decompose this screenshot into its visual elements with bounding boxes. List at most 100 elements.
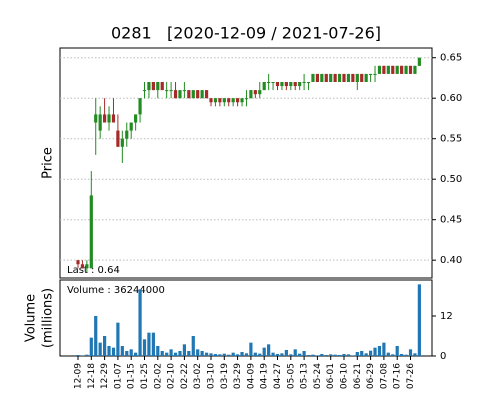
- candle-body: [120, 138, 124, 147]
- candle-body: [213, 98, 218, 103]
- volume-bar: [125, 351, 129, 356]
- x-tick-label: 12-09: [74, 363, 84, 389]
- volume-bar: [404, 354, 408, 356]
- volume-bar: [400, 354, 404, 356]
- volume-bar: [333, 354, 337, 356]
- volume-bar: [413, 353, 417, 356]
- volume-bar: [200, 351, 204, 356]
- volume-bar: [315, 355, 319, 356]
- candle-body: [151, 82, 155, 91]
- volume-bar: [337, 355, 342, 356]
- volume-bar: [191, 336, 195, 356]
- volume-bar: [249, 342, 253, 356]
- candle-body: [320, 73, 324, 83]
- x-tick-label: 01-15: [127, 363, 137, 389]
- candle-body: [351, 73, 355, 83]
- candle-body: [111, 114, 116, 123]
- volume-bar: [236, 354, 240, 356]
- volume-bar: [165, 352, 169, 356]
- candle-body: [369, 73, 373, 75]
- candle-body: [187, 90, 191, 99]
- candle-body: [284, 82, 288, 87]
- volume-axis-label: (millions): [41, 288, 56, 348]
- candle-body: [267, 82, 271, 84]
- volume-bar: [222, 353, 226, 356]
- volume-bar: [151, 332, 155, 356]
- x-tick-label: 12-29: [100, 363, 110, 389]
- candle-body: [89, 195, 93, 269]
- x-tick-label: 03-19: [220, 363, 230, 389]
- volume-annotation: Volume : 36244000: [67, 285, 165, 296]
- volume-bar: [271, 352, 275, 356]
- x-tick-label: 02-02: [153, 363, 163, 389]
- candle-body: [98, 114, 102, 131]
- volume-bar: [320, 354, 324, 356]
- x-tick-label: 04-09: [246, 363, 256, 389]
- y-tick-label: 0.45: [440, 215, 462, 226]
- x-tick-label: 12-18: [87, 363, 97, 389]
- candle-body: [360, 73, 364, 83]
- volume-bar: [364, 353, 368, 356]
- candle-body: [147, 82, 151, 91]
- volume-bar: [129, 349, 133, 356]
- volume-bar: [182, 344, 186, 356]
- x-tick-label: 03-10: [207, 363, 217, 389]
- volume-bar: [395, 346, 399, 356]
- x-tick-label: 03-02: [193, 363, 203, 389]
- volume-bar: [382, 342, 386, 356]
- candle-body: [258, 90, 262, 95]
- candle-body: [222, 98, 226, 103]
- volume-bar: [204, 352, 209, 356]
- volume-bar: [134, 352, 138, 356]
- volume-bar: [302, 351, 306, 356]
- volume-bar: [360, 351, 364, 356]
- candle-body: [138, 98, 142, 115]
- volume-bar: [262, 347, 266, 356]
- x-tick-label: 07-08: [379, 363, 389, 389]
- x-tick-label: 07-16: [393, 363, 403, 389]
- y-tick-label: 12: [440, 311, 453, 322]
- candle-body: [165, 90, 169, 92]
- candle-body: [85, 264, 89, 269]
- candle-body: [306, 82, 311, 84]
- candle-body: [156, 82, 160, 91]
- x-tick-label: 02-22: [180, 363, 190, 389]
- candle-body: [240, 98, 244, 103]
- candle-body: [142, 90, 147, 92]
- volume-bar: [284, 350, 288, 356]
- volume-bar: [329, 354, 333, 356]
- volume-bar: [351, 355, 355, 356]
- volume-bar: [311, 354, 315, 356]
- y-tick-label: 0.65: [440, 53, 462, 64]
- volume-bar: [369, 350, 373, 356]
- candle-body: [404, 65, 408, 74]
- x-tick-label: 03-29: [233, 363, 243, 389]
- y-tick-label: 0.40: [440, 255, 462, 266]
- volume-bar: [293, 349, 297, 356]
- volume-bar: [85, 354, 89, 356]
- candle-body: [271, 82, 275, 84]
- volume-bar: [173, 352, 178, 356]
- y-tick-label: 0.60: [440, 93, 462, 104]
- volume-bar: [298, 353, 302, 356]
- candle-body: [329, 73, 333, 83]
- candle-body: [231, 98, 235, 103]
- candle-body: [382, 65, 386, 74]
- volume-bar: [89, 337, 93, 356]
- volume-bar: [253, 352, 257, 356]
- candle-body: [298, 82, 302, 87]
- volume-bar: [377, 346, 382, 356]
- candle-body: [103, 114, 107, 123]
- candle-body: [196, 90, 200, 99]
- candle-body: [315, 73, 319, 83]
- candle-body: [249, 90, 253, 99]
- candle-body: [346, 73, 351, 83]
- volume-bar: [169, 349, 173, 356]
- volume-bar: [196, 349, 200, 356]
- candle-body: [204, 90, 209, 99]
- candle-body: [129, 122, 133, 131]
- x-tick-label: 04-19: [260, 363, 270, 389]
- volume-bar: [160, 351, 164, 356]
- volume-bar: [213, 354, 218, 356]
- candle-body: [218, 98, 222, 103]
